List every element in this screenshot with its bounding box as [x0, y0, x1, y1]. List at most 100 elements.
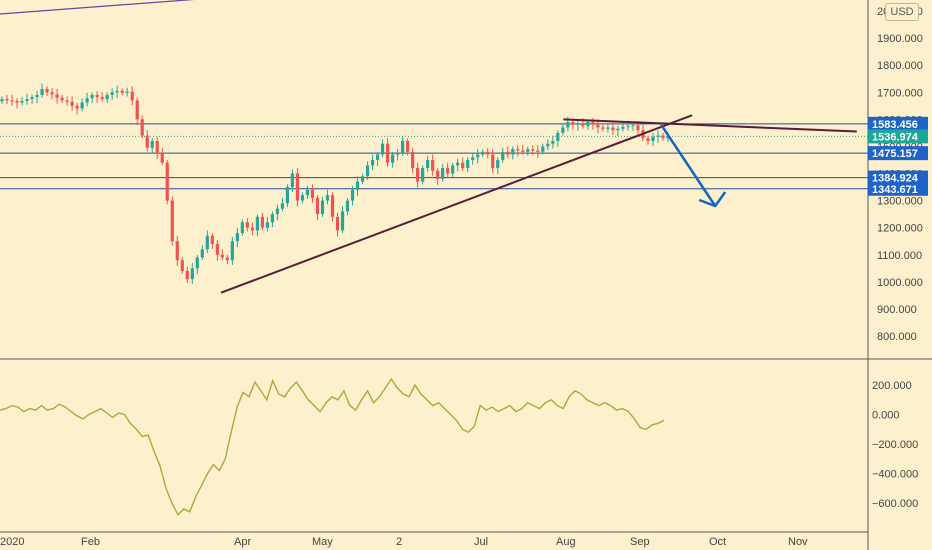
candle-body: [135, 100, 139, 120]
candle-body: [436, 170, 440, 179]
candle-body: [601, 127, 605, 129]
candle-body: [521, 150, 525, 152]
time-tick-label: Nov: [788, 536, 808, 548]
candle-body: [95, 94, 99, 98]
price-label-box: [868, 129, 928, 144]
candle-body: [5, 99, 9, 101]
candle-body: [335, 216, 340, 231]
oscillator: [0, 377, 665, 516]
oscillator-tick-label: −200.000: [872, 439, 918, 451]
candle-body: [661, 135, 665, 139]
candle-body: [566, 122, 570, 128]
time-tick-label: Sep: [630, 536, 650, 548]
candle-body: [240, 222, 244, 234]
candle-body: [215, 243, 219, 255]
candle-body: [481, 151, 485, 155]
candle-body: [15, 100, 19, 103]
candle-body: [165, 162, 169, 201]
candle-body: [516, 149, 520, 151]
candle-body: [571, 122, 575, 125]
price-label-box: [868, 170, 928, 185]
candle-body: [270, 214, 275, 223]
candle-body: [536, 150, 540, 152]
candle-body: [666, 136, 670, 139]
candle-body: [340, 211, 345, 231]
candle-body: [426, 159, 430, 169]
candle-body: [451, 165, 455, 174]
price-label-text: 1384.924: [872, 173, 919, 185]
time-tick-label: May: [312, 536, 333, 548]
oscillator-tick-label: 0.000: [872, 410, 900, 422]
time-tick-label: Apr: [234, 536, 251, 548]
candle-body: [626, 126, 630, 128]
candle-body: [471, 157, 475, 160]
candle-body: [260, 216, 264, 228]
candle-body: [390, 154, 395, 163]
time-tick-label: Aug: [556, 536, 576, 548]
time-tick-label: Oct: [709, 536, 726, 548]
oscillator-line: [0, 377, 665, 516]
candle-body: [476, 154, 480, 158]
candle-body: [90, 94, 94, 99]
candle-body: [0, 99, 4, 102]
candle-body: [290, 173, 295, 188]
candle-body: [25, 99, 29, 101]
price-tick-label: 900.000: [877, 304, 917, 316]
candle-body: [406, 141, 410, 152]
time-tick-label: 2020: [0, 536, 24, 548]
candle-body: [30, 97, 34, 100]
time-tick-label: Feb: [81, 536, 100, 548]
candle-body: [631, 125, 635, 127]
candle-body: [401, 141, 405, 154]
falling-trendline: [563, 118, 857, 133]
candle-body: [365, 165, 370, 177]
trendlines: [0, 0, 857, 294]
candle-body: [185, 271, 189, 280]
candle-body: [576, 123, 580, 125]
candle-body: [195, 257, 199, 269]
candle-body: [380, 143, 385, 155]
candle-body: [591, 122, 595, 125]
candle-body: [315, 197, 320, 215]
price-label-text: 1475.157: [872, 148, 918, 160]
candle-body: [596, 124, 600, 128]
candle-body: [546, 143, 550, 147]
oscillator-tick-label: −400.000: [872, 469, 918, 481]
price-tick-label: 1700.000: [877, 87, 923, 99]
candle-body: [375, 154, 380, 160]
price-label-text: 1536.974: [872, 131, 919, 143]
price-label-text: 1583.456: [872, 119, 918, 131]
candle-body: [110, 92, 114, 95]
price-label-box: [868, 181, 928, 196]
candle-body: [75, 105, 79, 109]
candle-body: [305, 189, 310, 196]
candle-body: [350, 189, 355, 201]
candle-body: [551, 141, 555, 144]
oscillator-tick-label: −600.000: [872, 498, 918, 510]
rising-trendline: [220, 114, 693, 294]
candle-body: [210, 235, 214, 244]
candle-body: [180, 260, 184, 271]
candle-body: [145, 135, 149, 148]
candle-body: [611, 127, 615, 131]
candle-body: [320, 200, 325, 215]
candle-body: [526, 149, 530, 152]
currency-badge[interactable]: USD: [885, 3, 919, 21]
candle-body: [220, 254, 224, 258]
candle-body: [85, 98, 89, 103]
candle-body: [230, 241, 234, 261]
candle-body: [325, 195, 330, 201]
candle-body: [250, 227, 254, 231]
candle-body: [461, 162, 465, 169]
candle-body: [370, 159, 375, 166]
candle-body: [35, 94, 39, 98]
price-tick-label: 1900.000: [877, 33, 923, 45]
horizontal-levels: [0, 123, 868, 190]
candle-body: [621, 126, 625, 129]
candle-body: [456, 162, 460, 166]
candle-body: [360, 176, 365, 182]
price-tick-label: 1200.000: [877, 223, 923, 235]
arrow-shaft: [660, 124, 717, 207]
